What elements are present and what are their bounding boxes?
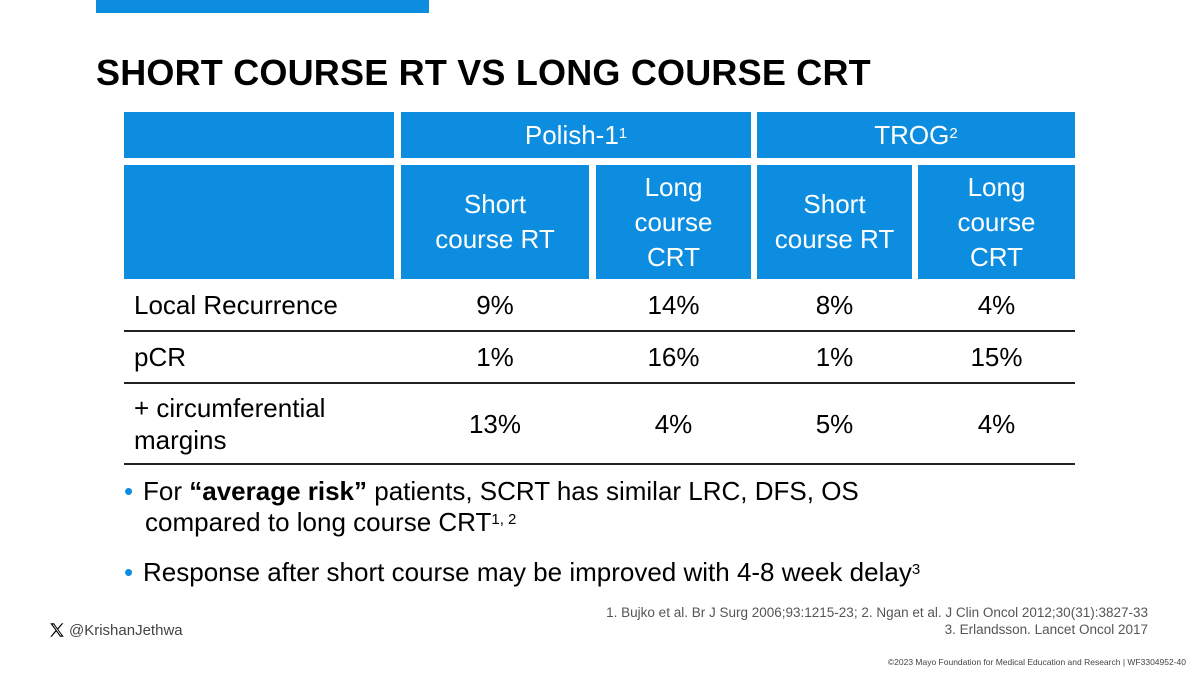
reference-line: 1. Bujko et al. Br J Surg 2006;93:1215-2… xyxy=(606,605,1148,620)
bullet-list: • For “average risk” patients, SCRT has … xyxy=(124,476,1124,588)
row-label: Local Recurrence xyxy=(134,290,338,320)
handle-text: @KrishanJethwa xyxy=(69,621,183,639)
header-arm-trog-long: Long course CRT xyxy=(918,165,1075,279)
citation: 3 xyxy=(911,561,921,578)
header-group-polish: Polish-1 1 xyxy=(401,112,751,158)
table-cell: 8% xyxy=(815,290,854,320)
arm-line: course RT xyxy=(774,224,895,254)
reference-line: 3. Erlandsson. Lancet Oncol 2017 xyxy=(944,622,1148,637)
arm-line: Long xyxy=(644,171,703,202)
table-cell: 5% xyxy=(815,408,854,439)
table-cell: 15% xyxy=(970,342,1023,372)
table-cell: 9% xyxy=(476,290,514,320)
bullet-line: Response after short course may be impro… xyxy=(143,557,921,587)
arm-line: CRT xyxy=(647,241,700,272)
group-ref: 1 xyxy=(618,124,628,142)
header-group-trog: TROG 2 xyxy=(757,112,1075,158)
table-cell: 1% xyxy=(815,342,854,372)
header-empty-cell-2 xyxy=(124,165,394,279)
group-name: Polish-1 xyxy=(524,119,619,150)
top-accent-bar xyxy=(96,0,429,13)
header-empty-cell xyxy=(124,112,394,158)
slide-title: SHORT COURSE RT VS LONG COURSE CRT xyxy=(96,52,871,93)
table-cell: 13% xyxy=(468,408,522,439)
arm-line: course RT xyxy=(435,224,555,254)
table-cell: 4% xyxy=(977,290,1016,320)
arm-line: course xyxy=(634,206,713,237)
header-arm-polish-long: Long course CRT xyxy=(596,165,751,279)
arm-line: CRT xyxy=(970,241,1023,272)
arm-line: Short xyxy=(463,189,527,219)
arm-line: Short xyxy=(803,189,866,219)
bullet-item: • For “average risk” patients, SCRT has … xyxy=(124,476,1124,538)
bold-phrase: “average risk” xyxy=(189,476,368,506)
bullet-item: • Response after short course may be imp… xyxy=(124,557,1124,588)
table-cell: 1% xyxy=(476,342,514,372)
row-label: + circumferential margins xyxy=(134,384,394,463)
bullet-line: For “average risk” patients, SCRT has si… xyxy=(143,476,859,506)
group-ref: 2 xyxy=(949,124,958,142)
bullet-dot-icon: • xyxy=(124,557,134,587)
citation: 1, 2 xyxy=(491,511,517,528)
table-cell: 16% xyxy=(647,342,700,372)
table-cell: 4% xyxy=(654,408,693,439)
table-row-local-recurrence: Local Recurrence 9% 14% 8% 4% xyxy=(124,280,1075,332)
header-arm-trog-short: Short course RT xyxy=(757,165,912,279)
references: 1. Bujko et al. Br J Surg 2006;93:1215-2… xyxy=(606,604,1148,638)
row-label-line: margins xyxy=(134,424,227,455)
group-name: TROG xyxy=(874,119,950,150)
table-cell: 4% xyxy=(977,408,1016,439)
row-label-line: + circumferential xyxy=(134,392,326,423)
table-row-pcr: pCR 1% 16% 1% 15% xyxy=(124,332,1075,384)
copyright: ©2023 Mayo Foundation for Medical Educat… xyxy=(887,657,1186,667)
x-logo-icon xyxy=(50,623,64,637)
table-cell: 14% xyxy=(647,290,700,320)
row-label: pCR xyxy=(134,342,187,372)
bullet-dot-icon: • xyxy=(124,476,134,506)
bullet-line: compared to long course CRT1, 2 xyxy=(145,507,517,537)
arm-line: Long xyxy=(967,171,1026,202)
social-handle: @KrishanJethwa xyxy=(48,621,183,639)
arm-line: course xyxy=(957,206,1036,237)
header-arm-polish-short: Short course RT xyxy=(401,165,589,279)
table-row-circumferential-margins: + circumferential margins 13% 4% 5% 4% xyxy=(124,384,1075,465)
